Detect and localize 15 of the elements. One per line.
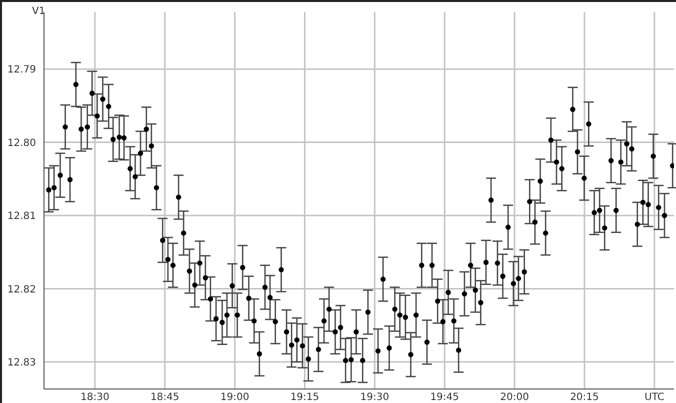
- x-tick-label: 19:15: [290, 392, 320, 403]
- x-tick-label: 19:30: [360, 392, 390, 403]
- y-tick-label: 12.83: [7, 357, 36, 368]
- x-tick-label: 20:15: [570, 392, 599, 403]
- x-tick-label: 19:45: [430, 392, 460, 403]
- y-tick-label: 12.80: [7, 138, 36, 149]
- x-tick-label: 20:00: [500, 392, 529, 403]
- y-tick-label: 12.81: [7, 211, 36, 222]
- x-tick-label: 18:30: [80, 392, 110, 403]
- x-tick-label: UTC: [644, 392, 664, 403]
- x-tick-label: 18:45: [150, 392, 180, 403]
- y-tick-label: 12.82: [7, 284, 36, 296]
- y-axis-title: V1: [32, 6, 46, 17]
- y-tick-label: 12.79: [7, 64, 36, 76]
- x-tick-label: 19:00: [220, 392, 250, 403]
